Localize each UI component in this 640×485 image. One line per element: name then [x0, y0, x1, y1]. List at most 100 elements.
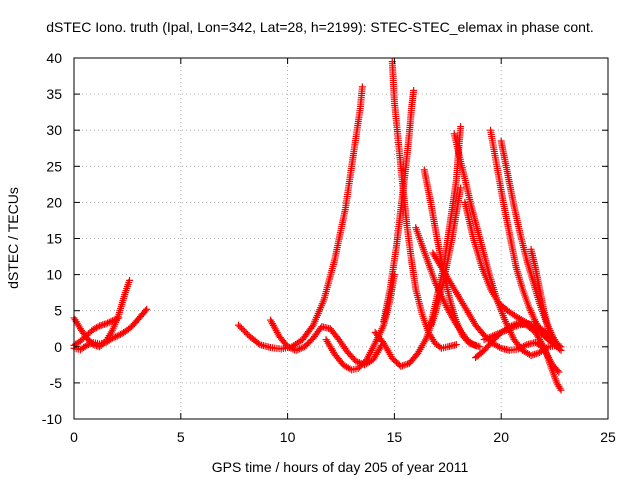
- data-point: [507, 324, 515, 332]
- data-point: [489, 332, 497, 340]
- data-point: [485, 333, 493, 341]
- data-point: [102, 320, 110, 328]
- data-point: [113, 332, 121, 340]
- data-point: [110, 316, 118, 324]
- data-point: [509, 323, 517, 331]
- y-tick-label: 30: [46, 122, 62, 138]
- x-tick-label: 15: [387, 429, 403, 445]
- data-point: [457, 184, 465, 192]
- y-tick-label: 35: [46, 86, 62, 102]
- data-point: [143, 305, 151, 313]
- x-tick-label: 5: [177, 429, 185, 445]
- data-point: [84, 341, 92, 349]
- axis-layer: 0 5 10 15 20 25 -10 -5 0 5 10 15 20 25 30 35 40: [42, 50, 616, 445]
- data-point: [427, 321, 435, 329]
- data-point: [548, 337, 556, 345]
- data-point: [107, 318, 115, 326]
- data-point: [86, 340, 94, 348]
- data-point: [519, 342, 527, 350]
- data-point: [285, 344, 293, 352]
- y-tick-label: 40: [46, 50, 62, 66]
- data-point: [547, 336, 555, 344]
- data-point: [492, 331, 500, 339]
- data-point: [514, 345, 522, 353]
- data-point: [83, 341, 91, 349]
- data-point: [94, 323, 102, 331]
- data-point: [476, 343, 484, 351]
- data-point: [504, 325, 512, 333]
- data-point: [557, 386, 565, 394]
- data-point: [254, 339, 262, 347]
- data-point: [556, 345, 564, 353]
- data-point: [141, 307, 149, 315]
- data-point: [511, 323, 519, 331]
- data-point: [289, 345, 297, 353]
- data-point: [482, 335, 490, 343]
- y-axis-label: dSTEC / TECUs: [5, 187, 21, 289]
- y-tick-label: 20: [46, 194, 62, 210]
- data-point: [294, 346, 302, 354]
- data-point: [108, 334, 116, 342]
- data-point: [104, 319, 112, 327]
- data-point: [126, 276, 134, 284]
- data-point: [112, 333, 120, 341]
- data-point: [480, 336, 488, 344]
- data-point: [234, 321, 242, 329]
- data-point: [499, 328, 507, 336]
- data-point: [115, 314, 123, 322]
- x-axis-label: GPS time / hours of day 205 of year 2011: [212, 459, 469, 475]
- data-point: [436, 343, 444, 351]
- data-point: [494, 330, 502, 338]
- x-tick-label: 0: [70, 429, 78, 445]
- data-point: [487, 333, 495, 341]
- data-point: [410, 86, 418, 94]
- x-tick-label: 20: [493, 429, 509, 445]
- y-tick-label: 10: [46, 267, 62, 283]
- data-point: [308, 323, 316, 331]
- y-tick-label: 0: [54, 339, 62, 355]
- data-point: [501, 327, 509, 335]
- data-point: [354, 358, 362, 366]
- data-point: [292, 346, 300, 354]
- data-point: [555, 368, 563, 376]
- data-point: [502, 326, 510, 334]
- data-point: [242, 329, 250, 337]
- data-point: [241, 327, 249, 335]
- y-tick-label: 15: [46, 231, 62, 247]
- data-point: [358, 83, 366, 91]
- data-point: [518, 343, 526, 351]
- data-point: [105, 318, 113, 326]
- data-point: [238, 324, 246, 332]
- data-point: [495, 329, 503, 337]
- data-point: [490, 331, 498, 339]
- data-point: [110, 333, 118, 341]
- data-point: [484, 334, 492, 342]
- data-point: [113, 315, 121, 323]
- data-point: [495, 343, 503, 351]
- y-tick-label: 5: [54, 303, 62, 319]
- y-tick-label: 25: [46, 158, 62, 174]
- data-point: [497, 328, 505, 336]
- data-point: [506, 325, 514, 333]
- y-tick-label: -10: [42, 411, 62, 427]
- data-point: [239, 326, 247, 334]
- data-point: [236, 323, 244, 331]
- data-point: [352, 357, 360, 365]
- data-point: [513, 322, 521, 330]
- data-point: [287, 344, 295, 352]
- x-tick-label: 25: [600, 429, 616, 445]
- data-point: [284, 343, 292, 351]
- data-point: [112, 315, 120, 323]
- data-points-layer: [70, 58, 565, 394]
- data-point: [297, 344, 305, 352]
- y-tick-label: -5: [50, 375, 63, 391]
- data-point: [516, 344, 524, 352]
- data-point: [557, 346, 565, 354]
- chart-title: dSTEC Iono. truth (Ipal, Lon=342, Lat=28…: [46, 19, 593, 35]
- data-point: [296, 345, 304, 353]
- data-point: [452, 341, 460, 349]
- data-point: [108, 317, 116, 325]
- x-tick-label: 10: [280, 429, 296, 445]
